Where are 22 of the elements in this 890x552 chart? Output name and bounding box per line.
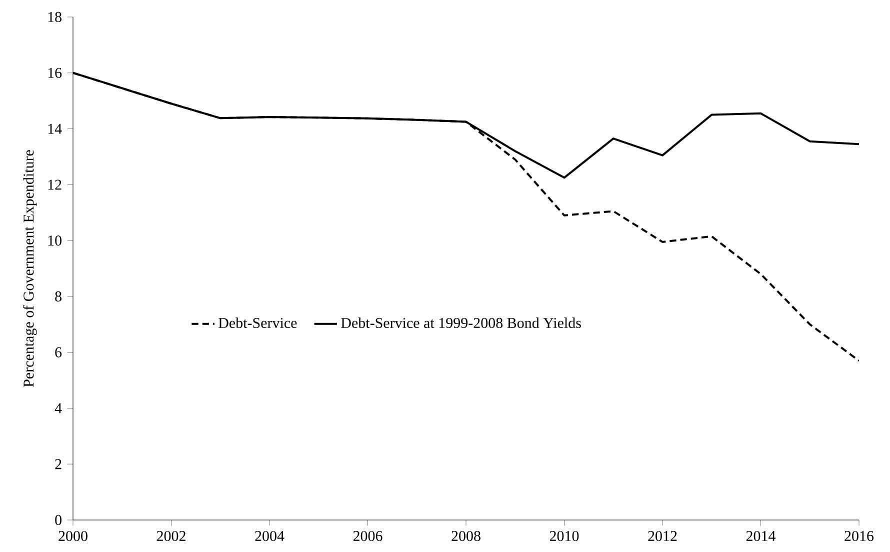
- x-tick-label: 2016: [844, 530, 874, 542]
- x-tick-label: 2008: [452, 530, 480, 542]
- y-tick-label: 0: [55, 514, 62, 526]
- y-axis-title: Percentage of Government Expenditure: [22, 150, 37, 387]
- y-tick-label: 2: [55, 459, 62, 470]
- y-tick-label: 14: [48, 124, 62, 134]
- x-tick-label: 2002: [156, 530, 186, 542]
- legend-label: Debt-Service at 1999-2008 Bond Yields: [341, 318, 581, 328]
- x-tick-label: 2012: [648, 530, 677, 542]
- y-tick-label: 6: [55, 347, 62, 358]
- x-tick-label: 2004: [255, 530, 284, 542]
- y-tick-label: 10: [48, 235, 62, 246]
- y-tick-label: 16: [48, 68, 62, 78]
- legend-label: Debt-Service: [218, 318, 297, 328]
- x-tick-label: 2010: [550, 530, 579, 542]
- y-tick-label: 4: [54, 403, 62, 414]
- x-tick-label: 2000: [58, 530, 88, 542]
- y-tick-label: 18: [48, 12, 62, 22]
- y-tick-label: 8: [55, 291, 62, 302]
- x-tick-label: 2014: [746, 530, 776, 542]
- x-tick-label: 2006: [353, 530, 382, 542]
- y-tick-label: 12: [48, 180, 62, 190]
